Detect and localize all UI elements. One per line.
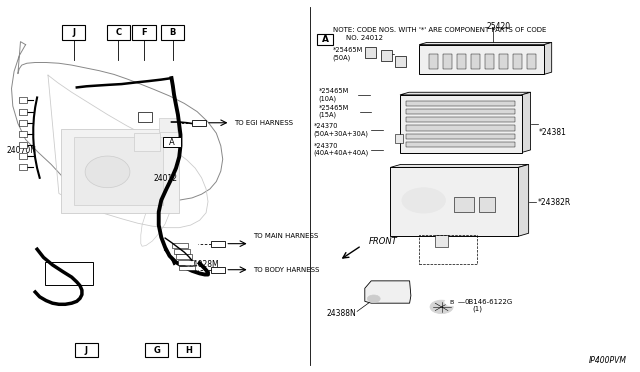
Text: J: J — [85, 346, 88, 355]
Bar — [19, 164, 27, 170]
Bar — [406, 101, 515, 106]
Circle shape — [430, 300, 453, 314]
Text: *24381: *24381 — [539, 128, 567, 137]
Bar — [134, 133, 160, 151]
Bar — [211, 267, 225, 273]
Bar — [45, 262, 93, 285]
Text: *24370
(40A+40A+40A): *24370 (40A+40A+40A) — [314, 143, 369, 156]
Text: *24370
(50A+30A+30A): *24370 (50A+30A+30A) — [314, 124, 369, 137]
Bar — [19, 153, 27, 159]
Polygon shape — [390, 164, 529, 167]
Text: IP400PVM: IP400PVM — [589, 356, 627, 365]
Bar — [19, 131, 27, 137]
Bar — [479, 197, 495, 212]
Text: 0B146-6122G: 0B146-6122G — [465, 299, 513, 305]
Text: TO EGI HARNESS: TO EGI HARNESS — [234, 120, 292, 126]
Bar — [19, 97, 27, 103]
Text: B: B — [170, 28, 176, 37]
Bar — [435, 235, 448, 247]
Bar — [163, 137, 181, 147]
Bar — [132, 25, 156, 40]
Text: 24070N: 24070N — [6, 146, 36, 155]
Bar — [513, 54, 522, 69]
Bar — [406, 109, 515, 114]
Bar — [400, 95, 522, 153]
Bar — [365, 46, 376, 58]
Bar — [177, 343, 200, 357]
Bar — [429, 54, 438, 69]
Bar — [161, 25, 184, 40]
Bar — [192, 120, 206, 126]
Text: H: H — [186, 346, 192, 355]
Text: *24382R: *24382R — [538, 198, 571, 207]
Polygon shape — [518, 164, 529, 236]
Bar — [419, 45, 544, 74]
Bar — [457, 54, 466, 69]
Polygon shape — [365, 281, 411, 303]
Text: A: A — [170, 138, 175, 147]
Bar — [19, 109, 27, 115]
Circle shape — [402, 188, 445, 213]
Bar — [527, 54, 536, 69]
Text: A: A — [322, 35, 328, 44]
Bar — [381, 50, 392, 61]
Text: *25465M
(15A): *25465M (15A) — [319, 105, 349, 118]
Text: TO MAIN HARNESS: TO MAIN HARNESS — [253, 233, 318, 239]
Bar — [159, 118, 177, 132]
Ellipse shape — [85, 156, 130, 187]
Bar — [395, 134, 403, 143]
Text: NO. 24012: NO. 24012 — [346, 35, 383, 41]
Bar — [443, 54, 452, 69]
Text: 24012: 24012 — [154, 174, 178, 183]
Text: F: F — [141, 28, 147, 37]
Bar — [174, 249, 190, 254]
Bar — [61, 129, 179, 213]
Bar — [406, 117, 515, 122]
Polygon shape — [400, 92, 531, 95]
Bar — [406, 134, 515, 139]
Polygon shape — [419, 42, 552, 45]
Polygon shape — [544, 42, 552, 74]
Bar — [390, 167, 518, 236]
Bar — [499, 54, 508, 69]
Text: B: B — [449, 299, 453, 305]
Polygon shape — [522, 92, 531, 153]
Bar — [176, 254, 192, 259]
Bar — [62, 25, 85, 40]
Text: C: C — [115, 28, 122, 37]
Bar — [178, 260, 194, 265]
Bar — [419, 235, 477, 264]
Bar — [454, 197, 474, 212]
Circle shape — [445, 298, 458, 306]
Text: FRONT: FRONT — [369, 237, 398, 246]
Bar — [19, 142, 27, 148]
Bar — [406, 125, 515, 131]
Text: (1): (1) — [472, 305, 483, 312]
Text: NOTE: CODE NOS. WITH '*' ARE COMPONENT PARTS OF CODE: NOTE: CODE NOS. WITH '*' ARE COMPONENT P… — [333, 27, 546, 33]
Bar — [179, 266, 195, 270]
Bar — [471, 54, 480, 69]
Bar — [211, 241, 225, 247]
Bar — [395, 56, 406, 67]
Bar — [406, 142, 515, 147]
Bar — [145, 343, 168, 357]
Text: J: J — [72, 28, 75, 37]
Bar — [485, 54, 494, 69]
Text: G: G — [154, 346, 160, 355]
Text: 24388N: 24388N — [326, 309, 356, 318]
Text: 25420: 25420 — [486, 22, 511, 31]
Text: TO BODY HARNESS: TO BODY HARNESS — [253, 267, 319, 273]
Bar — [317, 34, 333, 45]
Bar — [172, 243, 188, 248]
Text: *25465M
(50A): *25465M (50A) — [333, 47, 363, 61]
Bar — [107, 25, 130, 40]
Circle shape — [367, 295, 380, 302]
Text: *25465M
(10A): *25465M (10A) — [319, 88, 349, 102]
Bar — [19, 120, 27, 126]
Bar — [74, 137, 163, 205]
Bar — [138, 112, 152, 122]
Text: 24028M: 24028M — [189, 260, 220, 269]
Bar — [75, 343, 98, 357]
